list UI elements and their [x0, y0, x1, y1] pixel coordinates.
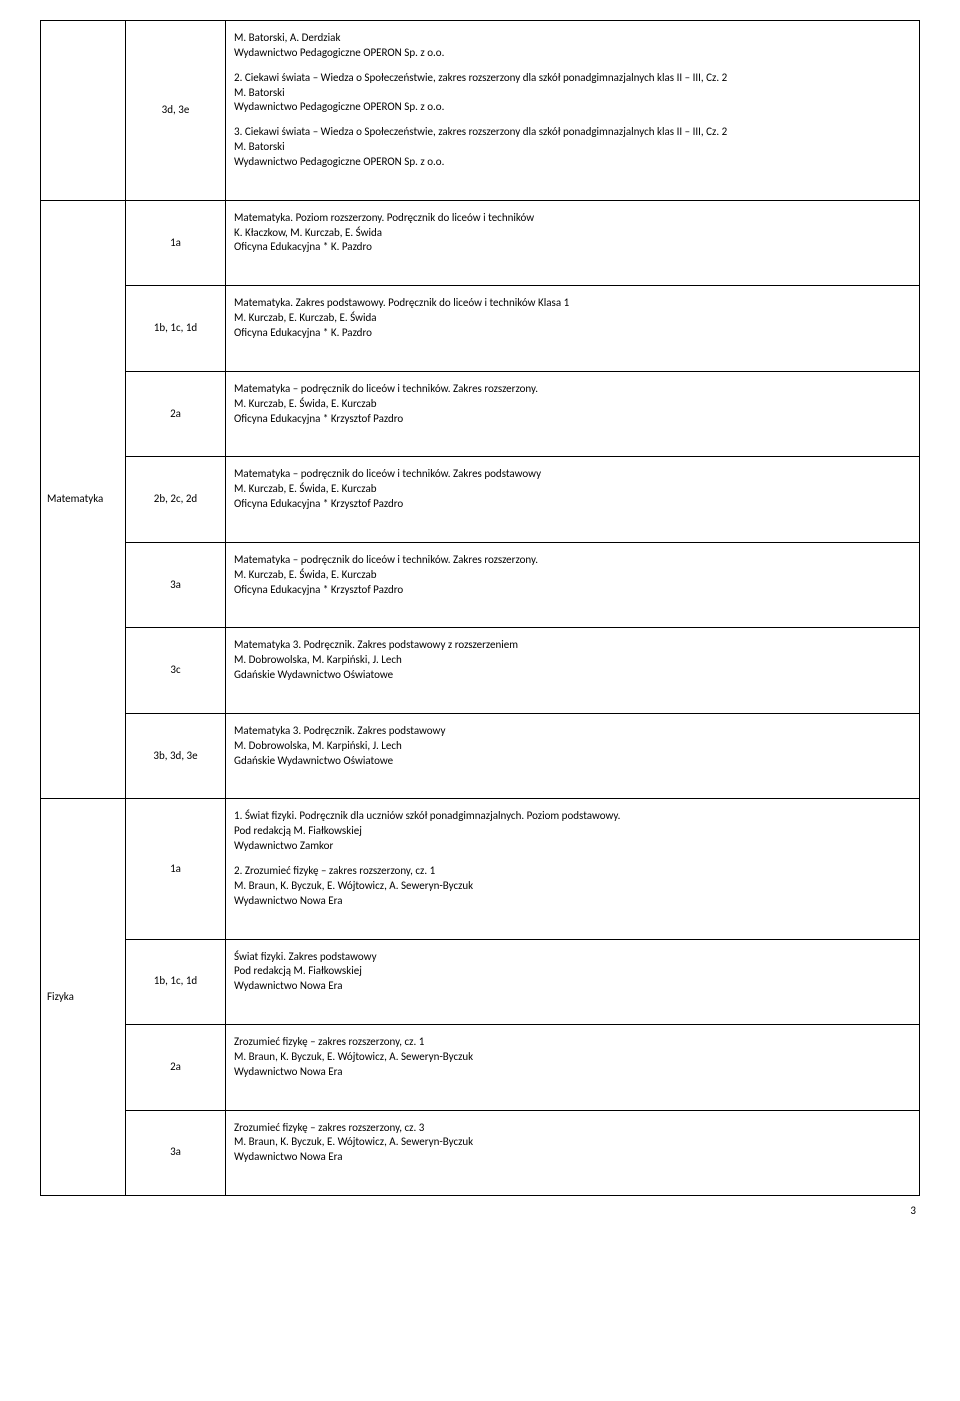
subject-cell: Matematyka — [41, 200, 126, 799]
description-block: 2. Zrozumieć fizykę – zakres rozszerzony… — [234, 864, 911, 909]
class-cell: 3a — [126, 1110, 226, 1196]
description-block: Świat fizyki. Zakres podstawowyPod redak… — [234, 950, 911, 995]
table-row: 2b, 2c, 2dMatematyka – podręcznik do lic… — [41, 457, 920, 543]
description-cell: Matematyka 3. Podręcznik. Zakres podstaw… — [226, 713, 920, 799]
description-block: Matematyka. Zakres podstawowy. Podręczni… — [234, 296, 911, 341]
description-block: Zrozumieć fizykę – zakres rozszerzony, c… — [234, 1035, 911, 1080]
table-row: 3d, 3e M. Batorski, A. DerdziakWydawnictw… — [41, 21, 920, 201]
subject-cell — [41, 21, 126, 201]
description-block: M. Batorski, A. DerdziakWydawnictwo Peda… — [234, 31, 911, 61]
description-cell: 1. Świat fizyki. Podręcznik dla uczniów … — [226, 799, 920, 939]
description-cell: M. Batorski, A. DerdziakWydawnictwo Peda… — [226, 21, 920, 201]
table-row: 3aMatematyka – podręcznik do liceów i te… — [41, 542, 920, 628]
class-cell: 1b, 1c, 1d — [126, 286, 226, 372]
table-row: Fizyka1a1. Świat fizyki. Podręcznik dla … — [41, 799, 920, 939]
table-row: 3aZrozumieć fizykę – zakres rozszerzony,… — [41, 1110, 920, 1196]
description-cell: Matematyka. Zakres podstawowy. Podręczni… — [226, 286, 920, 372]
description-block: Matematyka. Poziom rozszerzony. Podręczn… — [234, 211, 911, 256]
textbook-table: 3d, 3e M. Batorski, A. DerdziakWydawnictw… — [40, 20, 920, 1196]
description-block: Matematyka – podręcznik do liceów i tech… — [234, 467, 911, 512]
page-number: 3 — [40, 1204, 920, 1217]
description-block: 3. Ciekawi świata – Wiedza o Społeczeńst… — [234, 125, 911, 170]
class-cell: 1a — [126, 200, 226, 286]
description-cell: Matematyka. Poziom rozszerzony. Podręczn… — [226, 200, 920, 286]
table-row: 1b, 1c, 1dŚwiat fizyki. Zakres podstawow… — [41, 939, 920, 1025]
table-row: 1b, 1c, 1dMatematyka. Zakres podstawowy.… — [41, 286, 920, 372]
description-cell: Zrozumieć fizykę – zakres rozszerzony, c… — [226, 1025, 920, 1111]
class-cell: 2b, 2c, 2d — [126, 457, 226, 543]
table-row: 2aMatematyka – podręcznik do liceów i te… — [41, 371, 920, 457]
description-cell: Matematyka – podręcznik do liceów i tech… — [226, 457, 920, 543]
description-block: Matematyka – podręcznik do liceów i tech… — [234, 382, 911, 427]
description-block: Matematyka – podręcznik do liceów i tech… — [234, 553, 911, 598]
class-cell: 1a — [126, 799, 226, 939]
description-block: 1. Świat fizyki. Podręcznik dla uczniów … — [234, 809, 911, 854]
table-row: Matematyka1aMatematyka. Poziom rozszerzo… — [41, 200, 920, 286]
subject-cell: Fizyka — [41, 799, 126, 1196]
table-row: 3cMatematyka 3. Podręcznik. Zakres podst… — [41, 628, 920, 714]
description-block: Matematyka 3. Podręcznik. Zakres podstaw… — [234, 638, 911, 683]
description-cell: Matematyka – podręcznik do liceów i tech… — [226, 542, 920, 628]
description-cell: Matematyka 3. Podręcznik. Zakres podstaw… — [226, 628, 920, 714]
description-cell: Matematyka – podręcznik do liceów i tech… — [226, 371, 920, 457]
description-block: Zrozumieć fizykę – zakres rozszerzony, c… — [234, 1121, 911, 1166]
class-cell: 2a — [126, 1025, 226, 1111]
description-cell: Zrozumieć fizykę – zakres rozszerzony, c… — [226, 1110, 920, 1196]
class-cell: 3b, 3d, 3e — [126, 713, 226, 799]
class-cell: 3d, 3e — [126, 21, 226, 201]
class-cell: 1b, 1c, 1d — [126, 939, 226, 1025]
description-cell: Świat fizyki. Zakres podstawowyPod redak… — [226, 939, 920, 1025]
description-block: 2. Ciekawi świata – Wiedza o Społeczeńst… — [234, 71, 911, 116]
class-cell: 3a — [126, 542, 226, 628]
table-row: 2aZrozumieć fizykę – zakres rozszerzony,… — [41, 1025, 920, 1111]
table-row: 3b, 3d, 3eMatematyka 3. Podręcznik. Zakr… — [41, 713, 920, 799]
description-block: Matematyka 3. Podręcznik. Zakres podstaw… — [234, 724, 911, 769]
class-cell: 2a — [126, 371, 226, 457]
class-cell: 3c — [126, 628, 226, 714]
